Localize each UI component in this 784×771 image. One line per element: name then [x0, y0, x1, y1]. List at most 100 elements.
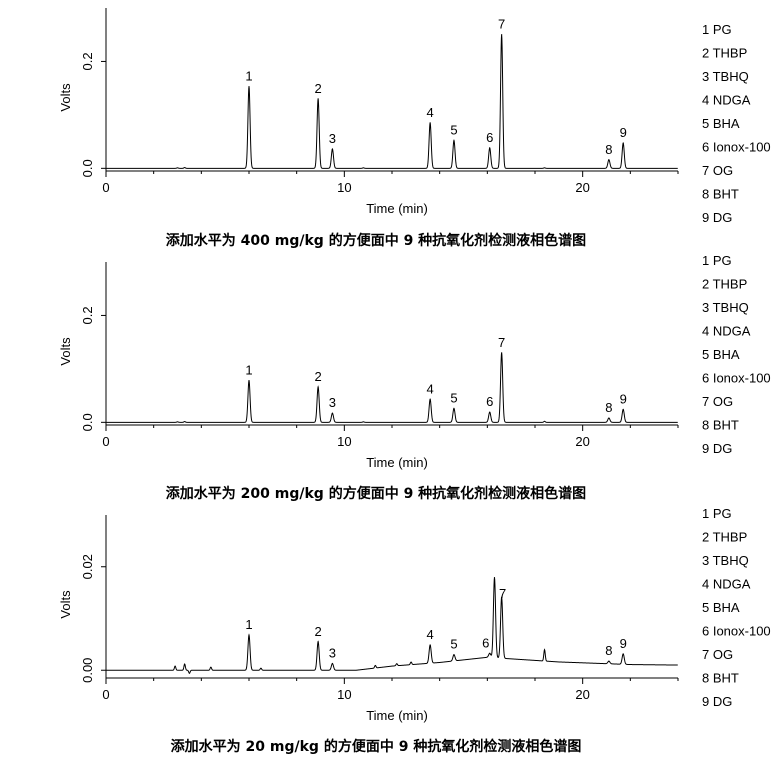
peak-apex — [501, 34, 503, 36]
peak-apex — [608, 159, 610, 161]
peak-label: 1 — [245, 69, 252, 84]
y-tick-label: 0.2 — [80, 52, 95, 70]
y-axis-title: Volts — [58, 83, 73, 112]
peak-label: 2 — [314, 81, 321, 96]
peak-apex — [248, 85, 250, 88]
y-tick-label: 0.02 — [80, 554, 95, 579]
peak-label: 9 — [620, 392, 627, 407]
y-tick-label: 0.0 — [80, 413, 95, 431]
peak-apex — [489, 652, 491, 654]
legend-entry: 8 BHT — [702, 418, 739, 433]
legend-entry: 6 Ionox-100 — [702, 371, 771, 386]
peak-label: 9 — [620, 125, 627, 140]
peak-apex — [493, 576, 496, 579]
peak-label: 5 — [450, 390, 457, 405]
peak-label: 7 — [498, 17, 505, 32]
y-axis-title: Volts — [58, 337, 73, 366]
peak-apex — [317, 386, 319, 388]
legend-entry: 2 THBP — [702, 46, 747, 61]
peak-apex — [453, 407, 455, 410]
peak-apex — [501, 596, 503, 598]
legend-entry: 5 BHA — [702, 600, 740, 615]
peak-label: 7 — [498, 335, 505, 350]
legend-entry: 9 DG — [702, 694, 732, 709]
legend-entry: 3 TBHQ — [702, 300, 749, 315]
peak-label: 6 — [486, 130, 493, 145]
x-tick-label: 10 — [337, 687, 351, 702]
chromatogram-trace — [106, 34, 678, 169]
legend-entry: 1 PG — [702, 506, 732, 521]
peak-label: 8 — [605, 142, 612, 157]
y-axis-title: Volts — [58, 590, 73, 619]
peak-apex — [489, 147, 491, 149]
legend-entry: 5 BHA — [702, 116, 740, 131]
peak-apex — [317, 98, 319, 100]
legend-entry: 8 BHT — [702, 187, 739, 202]
chart-caption: 添加水平为 200 mg/kg 的方便面中 9 种抗氧化剂检测液相色谱图 — [166, 485, 586, 502]
peak-label: 5 — [450, 123, 457, 138]
legend-entry: 4 NDGA — [702, 577, 751, 592]
legend-entry: 1 PG — [702, 253, 732, 268]
legend-entry: 5 BHA — [702, 347, 740, 362]
legend-entry: 7 OG — [702, 163, 733, 178]
legend-entry: 3 TBHQ — [702, 553, 749, 568]
peak-apex — [331, 412, 334, 414]
peak-apex — [317, 641, 319, 643]
peak-apex — [501, 352, 503, 354]
y-tick-label: 0.0 — [80, 159, 95, 177]
legend-entry: 6 Ionox-100 — [702, 140, 771, 155]
peak-apex — [429, 398, 431, 400]
peak-label: 5 — [450, 637, 457, 652]
legend-entry: 4 NDGA — [702, 93, 751, 108]
chart-caption: 添加水平为 400 mg/kg 的方便面中 9 种抗氧化剂检测液相色谱图 — [166, 232, 586, 249]
x-tick-label: 20 — [575, 180, 589, 195]
peak-label: 3 — [329, 646, 336, 661]
legend-entry: 3 TBHQ — [702, 69, 749, 84]
peak-apex — [248, 380, 250, 382]
peak-label: 7 — [499, 586, 506, 601]
peak-label: 9 — [620, 636, 627, 651]
legend-entry: 1 PG — [702, 22, 732, 37]
x-axis-title: Time (min) — [366, 455, 428, 470]
legend-entry: 9 DG — [702, 441, 732, 456]
y-tick-label: 0.00 — [80, 658, 95, 683]
y-tick-label: 0.2 — [80, 306, 95, 324]
legend-entry: 9 DG — [702, 210, 732, 225]
legend-entry: 6 Ionox-100 — [702, 624, 771, 639]
legend-entry: 2 THBP — [702, 277, 747, 292]
peak-label: 2 — [314, 369, 321, 384]
x-tick-label: 10 — [337, 434, 351, 449]
peak-apex — [622, 408, 624, 411]
peak-label: 4 — [427, 105, 434, 120]
chart-caption: 添加水平为 20 mg/kg 的方便面中 9 种抗氧化剂检测液相色谱图 — [171, 738, 582, 755]
x-tick-label: 10 — [337, 180, 351, 195]
x-tick-label: 0 — [102, 180, 109, 195]
legend-entry: 2 THBP — [702, 530, 747, 545]
peak-label: 6 — [482, 635, 489, 650]
chromatogram-trace — [106, 577, 678, 674]
peak-apex — [453, 654, 455, 656]
peak-apex — [429, 644, 431, 646]
peak-label: 3 — [329, 395, 336, 410]
peak-label: 8 — [605, 400, 612, 415]
peak-label: 1 — [245, 363, 252, 378]
x-tick-label: 20 — [575, 434, 589, 449]
x-axis-title: Time (min) — [366, 201, 428, 216]
peak-label: 2 — [314, 624, 321, 639]
peak-apex — [489, 411, 491, 413]
legend-entry: 8 BHT — [702, 671, 739, 686]
peak-apex — [429, 122, 431, 124]
peak-apex — [331, 148, 334, 150]
legend-entry: 7 OG — [702, 394, 733, 409]
peak-apex — [248, 634, 250, 636]
x-tick-label: 0 — [102, 434, 109, 449]
peak-label: 4 — [427, 381, 434, 396]
peak-label: 1 — [245, 617, 252, 632]
peak-label: 4 — [427, 627, 434, 642]
legend-entry: 7 OG — [702, 647, 733, 662]
peak-label: 6 — [486, 394, 493, 409]
